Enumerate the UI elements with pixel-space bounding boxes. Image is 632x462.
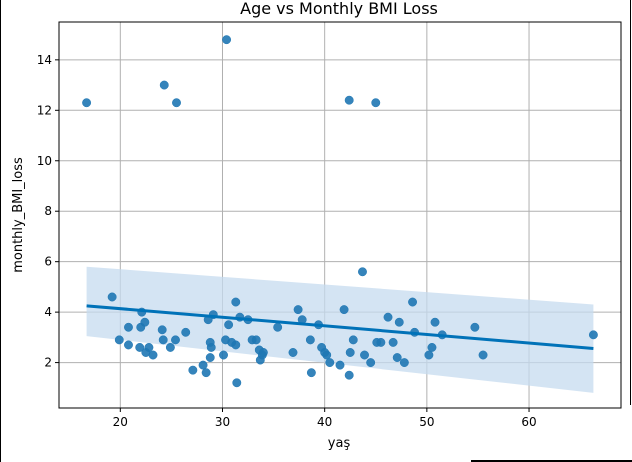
data-point: [181, 327, 191, 337]
data-point: [219, 350, 228, 360]
data-point: [348, 335, 358, 345]
x-axis-label: yaş: [328, 436, 351, 451]
data-point: [388, 337, 398, 347]
data-point: [124, 340, 133, 350]
window-bottom-border: [471, 460, 632, 462]
data-point: [188, 365, 198, 375]
data-point: [198, 360, 208, 370]
data-point: [157, 325, 167, 335]
plot-area: [58, 21, 622, 409]
y-axis-label: monthly_BMI_loss: [11, 157, 26, 273]
data-point: [345, 348, 355, 357]
y-axis-ticks: 2 4 6 8 10 12 14: [37, 53, 59, 370]
data-point: [408, 297, 417, 307]
data-point: [258, 348, 268, 357]
window-right-border: [630, 0, 631, 405]
chart-title: Age vs Monthly BMI Loss: [240, 0, 438, 18]
data-point: [430, 317, 440, 327]
regression-line: [86, 304, 594, 350]
data-point: [358, 267, 367, 277]
data-point: [366, 358, 376, 368]
data-point: [224, 320, 234, 330]
data-point: [339, 305, 349, 315]
data-point: [206, 343, 216, 352]
data-point: [305, 335, 315, 345]
data-point: [171, 335, 180, 345]
data-point: [288, 348, 298, 357]
data-point: [376, 337, 386, 347]
data-point: [201, 368, 211, 378]
data-point: [360, 350, 369, 360]
data-point: [344, 95, 354, 105]
y-tick-label: 4: [44, 305, 52, 319]
data-point: [159, 80, 169, 90]
y-tick-label: 10: [37, 154, 52, 168]
data-point: [424, 350, 434, 360]
data-point: [427, 343, 437, 352]
data-point: [107, 292, 117, 302]
fit-line: [86, 304, 594, 350]
data-point: [273, 322, 283, 332]
y-tick-label: 6: [44, 255, 52, 269]
x-tick-label: 60: [521, 415, 536, 429]
data-point: [371, 98, 381, 108]
data-point: [124, 322, 133, 332]
data-point: [470, 322, 480, 332]
data-point: [165, 343, 175, 352]
x-axis-ticks: 20 30 40 50 60: [113, 408, 537, 429]
data-point: [232, 378, 242, 388]
data-points: [82, 35, 598, 388]
confidence-band: [86, 266, 594, 393]
data-point: [82, 98, 92, 108]
x-tick-label: 20: [113, 415, 128, 429]
data-point: [251, 335, 261, 345]
window-left-border: [0, 0, 1, 462]
grid: [59, 22, 621, 408]
data-point: [383, 312, 393, 322]
y-tick-label: 14: [37, 53, 52, 67]
data-point: [335, 360, 345, 370]
data-point: [140, 317, 150, 327]
x-tick-label: 30: [215, 415, 230, 429]
data-point: [392, 353, 402, 362]
x-tick-label: 40: [317, 415, 332, 429]
confidence-band-area: [86, 266, 594, 393]
data-point: [144, 343, 154, 352]
data-point: [293, 305, 303, 315]
data-point: [399, 358, 409, 368]
data-point: [205, 353, 215, 362]
data-point: [344, 370, 354, 380]
data-point: [231, 340, 241, 350]
data-point: [588, 330, 598, 340]
data-point: [135, 343, 145, 352]
data-point: [172, 98, 181, 108]
y-tick-label: 8: [44, 204, 52, 218]
data-point: [322, 350, 332, 360]
data-point: [478, 350, 488, 360]
data-point: [325, 358, 335, 368]
y-tick-label: 2: [44, 356, 52, 370]
data-point: [148, 350, 158, 360]
data-point: [158, 335, 168, 345]
data-point: [231, 297, 241, 307]
x-tick-label: 50: [419, 415, 434, 429]
data-point: [222, 35, 232, 45]
data-point: [306, 368, 316, 378]
y-tick-label: 12: [37, 103, 52, 117]
data-point: [114, 335, 124, 345]
data-point: [394, 317, 404, 327]
